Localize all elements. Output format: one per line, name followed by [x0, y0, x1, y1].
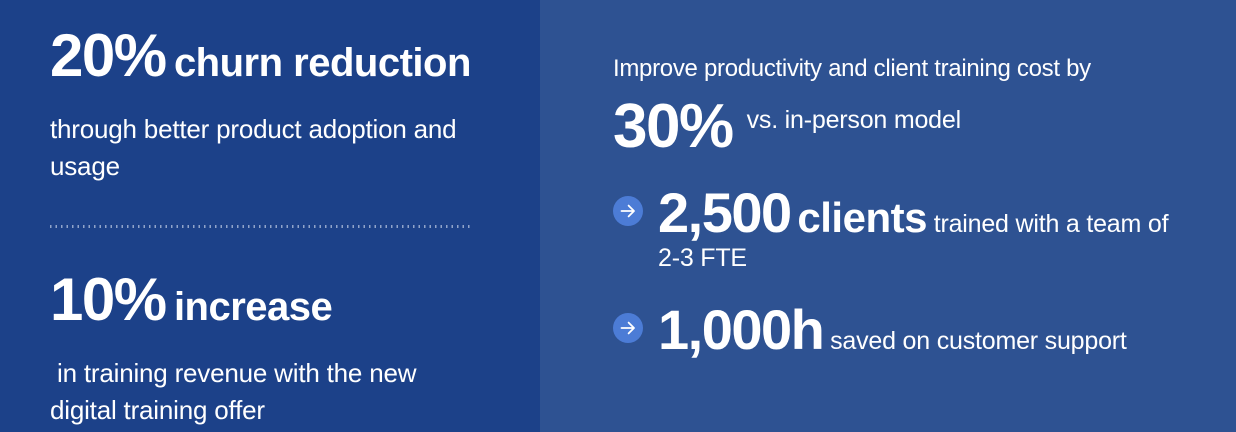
- bullet-clients-text: 2,500 clients trained with a team of 2-3…: [658, 181, 1196, 273]
- stat-revenue-label: increase: [173, 285, 333, 329]
- bullet-clients-value-label: clients: [797, 194, 927, 241]
- bullet-hours-saved: 1,000h saved on customer support: [613, 298, 1196, 362]
- bullet-clients-detail: trained with a team of 2-3 FTE: [658, 210, 1169, 273]
- stat-revenue-heading: 10% increase: [50, 270, 500, 341]
- bullet-hours-text: 1,000h saved on customer support: [658, 298, 1127, 362]
- stat-churn-value: 20%: [50, 22, 167, 89]
- arrow-right-icon: [613, 196, 643, 226]
- stat-churn-description: through better product adoption and usag…: [50, 114, 464, 181]
- bullet-hours-value: 1,000h: [658, 298, 825, 362]
- stat-churn-label: churn reduction: [173, 41, 471, 85]
- stat-churn-heading: 20% churn reduction: [50, 26, 500, 97]
- bullet-hours-detail: saved on customer support: [830, 327, 1127, 356]
- left-panel: 20% churn reduction through better produ…: [0, 0, 540, 432]
- stat-revenue-description: in training revenue with the new digital…: [50, 358, 424, 425]
- arrow-right-icon: [613, 313, 643, 344]
- productivity-value: 30%: [613, 92, 734, 161]
- bullet-clients-trained: 2,500 clients trained with a team of 2-3…: [613, 181, 1196, 273]
- productivity-highlight: 30% vs. in-person model: [613, 96, 1196, 158]
- results-bullet-list: 2,500 clients trained with a team of 2-3…: [613, 181, 1196, 362]
- stat-revenue-value: 10%: [50, 266, 167, 333]
- productivity-intro-text: Improve productivity and client training…: [613, 55, 1091, 82]
- right-panel: Improve productivity and client training…: [540, 0, 1236, 432]
- productivity-suffix: vs. in-person model: [746, 106, 962, 134]
- dotted-divider: [50, 225, 470, 228]
- bullet-clients-value: 2,500: [658, 181, 792, 244]
